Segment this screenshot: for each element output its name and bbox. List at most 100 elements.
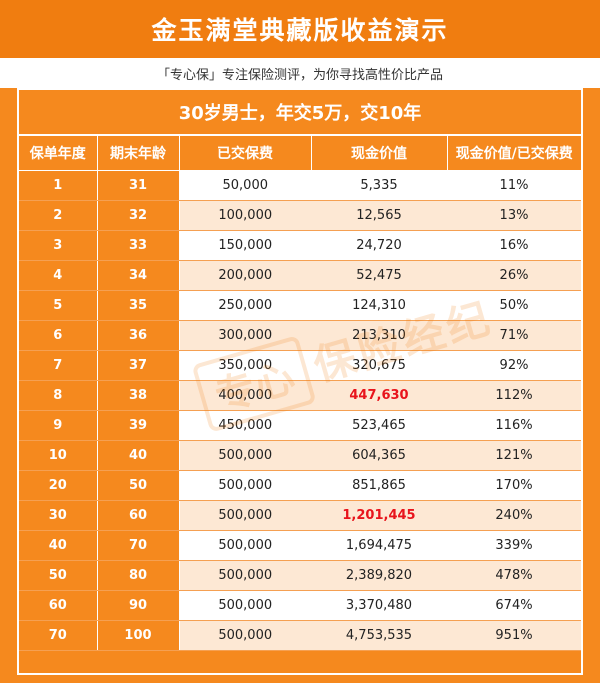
column-header: 现金价值/已交保费 (447, 136, 581, 171)
table-cell: 320,675 (311, 350, 447, 381)
table-cell: 604,365 (311, 440, 447, 471)
table-cell: 38 (97, 380, 180, 411)
table-cell: 450,000 (179, 410, 311, 441)
table-cell: 40 (97, 440, 180, 471)
table-cell: 1 (19, 170, 98, 201)
table-cell: 500,000 (179, 530, 311, 561)
table-cell: 30 (19, 500, 98, 531)
table-cell: 31 (97, 170, 180, 201)
table-cell: 1,201,445 (311, 500, 447, 531)
table-cell: 50% (447, 290, 581, 321)
table-row: 4 34 200,000 52,475 26% (19, 260, 581, 291)
table-cell: 150,000 (179, 230, 311, 261)
table-cell: 80 (97, 560, 180, 591)
table-row: 3 33 150,000 24,720 16% (19, 230, 581, 261)
table-cell: 500,000 (179, 560, 311, 591)
column-header: 期末年龄 (97, 136, 180, 171)
table-cell: 60 (19, 590, 98, 621)
table-cell: 50,000 (179, 170, 311, 201)
table-cell: 6 (19, 320, 98, 351)
table-cell: 33 (97, 230, 180, 261)
table-row: 10 40 500,000 604,365 121% (19, 440, 581, 471)
table-cell: 500,000 (179, 470, 311, 501)
table-cell: 112% (447, 380, 581, 411)
table-cell: 124,310 (311, 290, 447, 321)
table-cell: 851,865 (311, 470, 447, 501)
table-row: 6 36 300,000 213,310 71% (19, 320, 581, 351)
benefit-table: 保单年度 期末年龄 已交保费 现金价值 现金价值/已交保费 1 31 50,000 5… (19, 136, 581, 651)
table-row: 2 32 100,000 12,565 13% (19, 200, 581, 231)
table-cell: 50 (97, 470, 180, 501)
table-row: 5 35 250,000 124,310 50% (19, 290, 581, 321)
table-cell: 60 (97, 500, 180, 531)
table-cell: 92% (447, 350, 581, 381)
table-row: 9 39 450,000 523,465 116% (19, 410, 581, 441)
table-cell: 52,475 (311, 260, 447, 291)
table-cell: 26% (447, 260, 581, 291)
table-row: 60 90 500,000 3,370,480 674% (19, 590, 581, 621)
table-cell: 116% (447, 410, 581, 441)
table-cell: 300,000 (179, 320, 311, 351)
table-cell: 100 (97, 620, 180, 651)
table-cell: 2 (19, 200, 98, 231)
table-cell: 478% (447, 560, 581, 591)
table-cell: 100,000 (179, 200, 311, 231)
table-row: 7 37 350,000 320,675 92% (19, 350, 581, 381)
table-row: 30 60 500,000 1,201,445 240% (19, 500, 581, 531)
page-title: 金玉满堂典藏版收益演示 (151, 16, 449, 45)
table-cell: 3 (19, 230, 98, 261)
table-cell: 3,370,480 (311, 590, 447, 621)
table-cell: 34 (97, 260, 180, 291)
table-cell: 8 (19, 380, 98, 411)
table-cell: 2,389,820 (311, 560, 447, 591)
scenario-caption: 30岁男士，年交5万，交10年 (19, 90, 581, 136)
table-cell: 37 (97, 350, 180, 381)
table-cell: 240% (447, 500, 581, 531)
table-cell: 11% (447, 170, 581, 201)
table-cell: 447,630 (311, 380, 447, 411)
table-row: 70 100 500,000 4,753,535 951% (19, 620, 581, 651)
table-cell: 213,310 (311, 320, 447, 351)
table-cell: 10 (19, 440, 98, 471)
table-row: 50 80 500,000 2,389,820 478% (19, 560, 581, 591)
table-cell: 9 (19, 410, 98, 441)
table-cell: 20 (19, 470, 98, 501)
table-cell: 4 (19, 260, 98, 291)
table-cell: 16% (447, 230, 581, 261)
table-row: 40 70 500,000 1,694,475 339% (19, 530, 581, 561)
table-cell: 200,000 (179, 260, 311, 291)
table-cell: 951% (447, 620, 581, 651)
table-cell: 90 (97, 590, 180, 621)
table-row: 20 50 500,000 851,865 170% (19, 470, 581, 501)
table-cell: 70 (19, 620, 98, 651)
benefit-table-container: 30岁男士，年交5万，交10年 保单年度 期末年龄 已交保费 现金价值 现金价值… (17, 88, 583, 675)
table-cell: 400,000 (179, 380, 311, 411)
column-header: 保单年度 (19, 136, 98, 171)
table-cell: 121% (447, 440, 581, 471)
page-subtitle: 「专心保」专注保险测评，为你寻找高性价比产品 (0, 58, 600, 88)
column-header: 已交保费 (179, 136, 312, 171)
table-cell: 4,753,535 (311, 620, 447, 651)
table-cell: 500,000 (179, 440, 311, 471)
title-banner: 金玉满堂典藏版收益演示 (0, 0, 600, 58)
table-cell: 674% (447, 590, 581, 621)
table-cell: 50 (19, 560, 98, 591)
table-row: 8 38 400,000 447,630 112% (19, 380, 581, 411)
table-cell: 5,335 (311, 170, 447, 201)
table-cell: 40 (19, 530, 98, 561)
table-cell: 13% (447, 200, 581, 231)
table-cell: 71% (447, 320, 581, 351)
table-cell: 70 (97, 530, 180, 561)
table-cell: 7 (19, 350, 98, 381)
table-cell: 39 (97, 410, 180, 441)
table-cell: 339% (447, 530, 581, 561)
table-cell: 350,000 (179, 350, 311, 381)
table-row: 1 31 50,000 5,335 11% (19, 170, 581, 201)
column-header: 现金价值 (311, 136, 448, 171)
table-cell: 170% (447, 470, 581, 501)
table-cell: 12,565 (311, 200, 447, 231)
table-header-row: 保单年度 期末年龄 已交保费 现金价值 现金价值/已交保费 (19, 136, 581, 171)
table-cell: 500,000 (179, 620, 311, 651)
table-cell: 523,465 (311, 410, 447, 441)
table-cell: 5 (19, 290, 98, 321)
